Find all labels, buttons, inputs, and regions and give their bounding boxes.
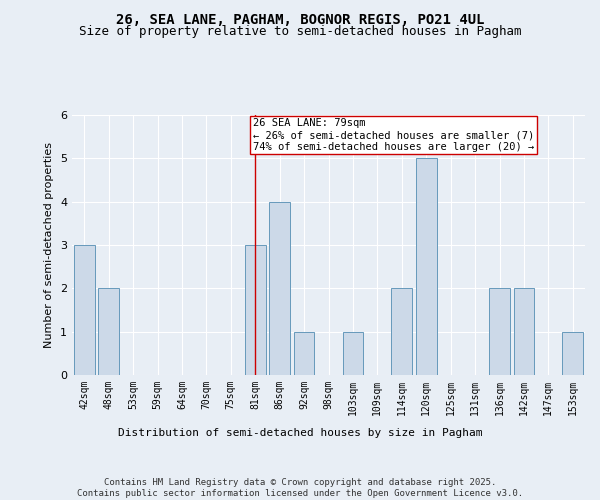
- Text: Contains HM Land Registry data © Crown copyright and database right 2025.
Contai: Contains HM Land Registry data © Crown c…: [77, 478, 523, 498]
- Text: 26 SEA LANE: 79sqm
← 26% of semi-detached houses are smaller (7)
74% of semi-det: 26 SEA LANE: 79sqm ← 26% of semi-detache…: [253, 118, 534, 152]
- Bar: [98, 288, 119, 375]
- Bar: [293, 332, 314, 375]
- Text: Size of property relative to semi-detached houses in Pagham: Size of property relative to semi-detach…: [79, 25, 521, 38]
- Bar: [269, 202, 290, 375]
- Bar: [562, 332, 583, 375]
- Bar: [416, 158, 437, 375]
- Bar: [245, 245, 266, 375]
- Bar: [514, 288, 535, 375]
- Bar: [343, 332, 364, 375]
- Text: 26, SEA LANE, PAGHAM, BOGNOR REGIS, PO21 4UL: 26, SEA LANE, PAGHAM, BOGNOR REGIS, PO21…: [116, 12, 484, 26]
- Text: Distribution of semi-detached houses by size in Pagham: Distribution of semi-detached houses by …: [118, 428, 482, 438]
- Y-axis label: Number of semi-detached properties: Number of semi-detached properties: [44, 142, 55, 348]
- Bar: [391, 288, 412, 375]
- Bar: [74, 245, 95, 375]
- Bar: [489, 288, 510, 375]
